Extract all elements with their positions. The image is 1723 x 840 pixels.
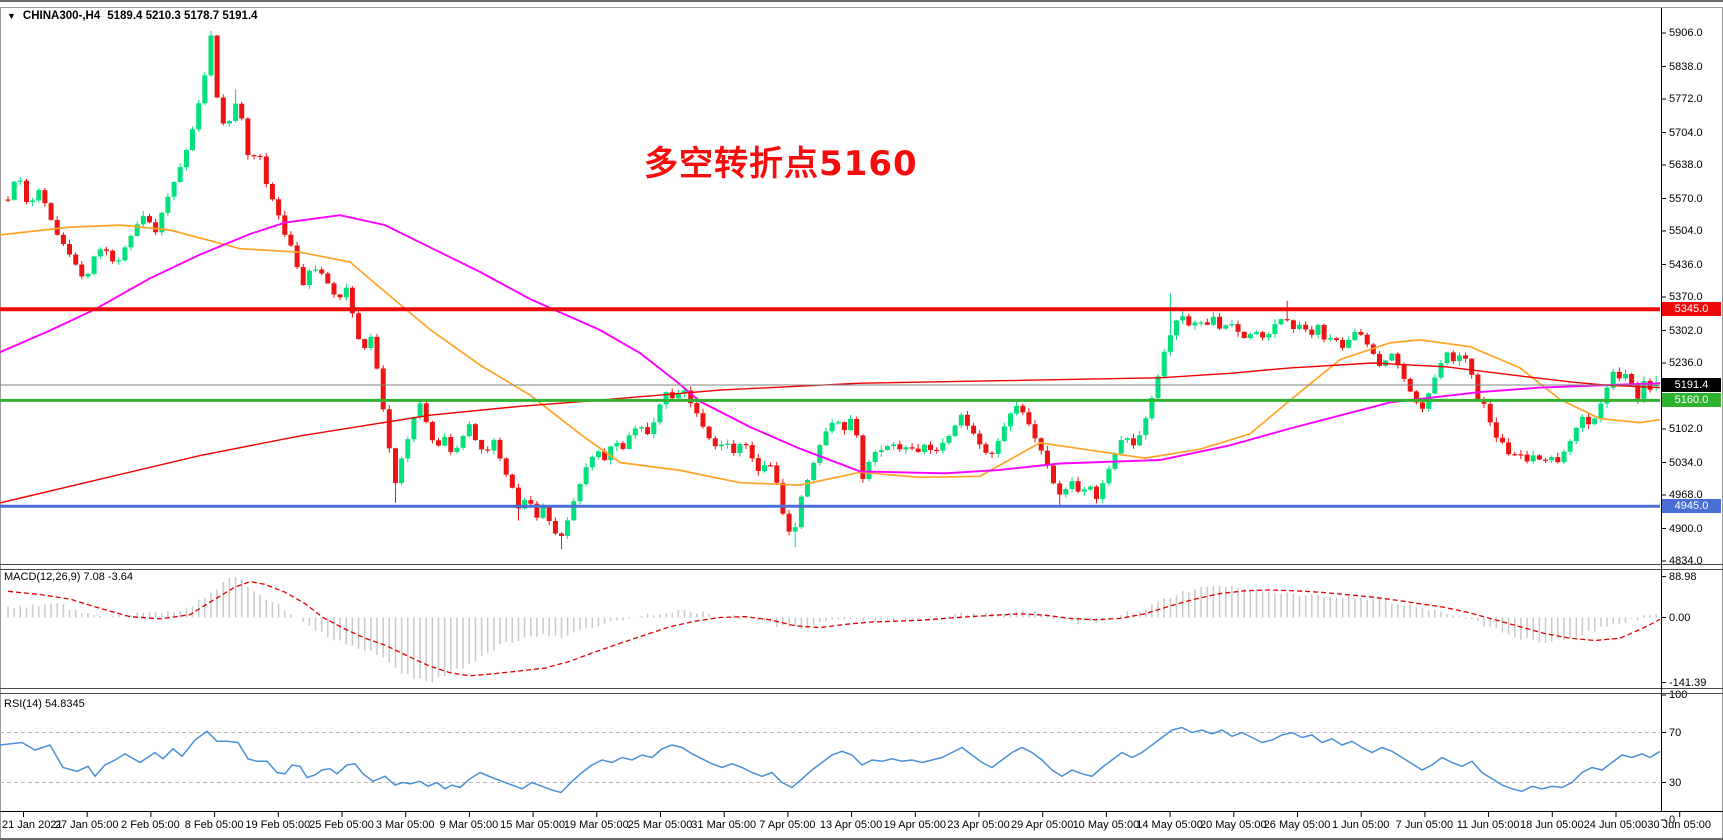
rsi-tick-label: 100 <box>1669 689 1688 701</box>
window-top-border <box>0 0 1723 2</box>
time-tick-label: 1 Jun 05:00 <box>1331 819 1390 831</box>
rsi-tick-label: 0 <box>1669 814 1676 826</box>
price-axis-line <box>1661 8 1662 812</box>
macd-panel-area[interactable] <box>0 570 1660 688</box>
price-badge-5160.0: 5160.0 <box>1662 393 1721 408</box>
time-tick-label: 19 Feb 05:00 <box>245 819 311 831</box>
ma-mid-magenta-line <box>0 214 1660 475</box>
price-tick-label: 4900.0 <box>1669 522 1703 535</box>
symbol-dropdown-icon[interactable]: ▼ <box>7 11 16 21</box>
time-tick-label: 23 Apr 05:00 <box>947 819 1010 831</box>
price-badge-5345.0: 5345.0 <box>1662 302 1721 317</box>
time-tick-label: 11 Jun 05:00 <box>1456 819 1520 831</box>
time-tick-label: 21 Jan 2021 <box>2 819 63 831</box>
macd-signal-line <box>7 580 1660 677</box>
time-tick-label: 26 May 05:00 <box>1263 819 1331 831</box>
price-tick-label: 5236.0 <box>1669 357 1703 369</box>
time-tick-label: 24 Jun 05:00 <box>1583 819 1648 831</box>
time-tick-label: 20 May 05:00 <box>1199 819 1267 831</box>
rsi-tick-label: 30 <box>1669 776 1682 789</box>
price-tick-label: 5772.0 <box>1669 93 1703 105</box>
price-tick-label: 5906.0 <box>1669 27 1703 39</box>
macd-tick-label: 0.00 <box>1669 611 1691 624</box>
price-tick-label: 5436.0 <box>1669 258 1703 271</box>
price-tick-label: 5638.0 <box>1669 159 1703 171</box>
rsi-indicator-label: RSI(14) 54.8345 <box>4 698 85 710</box>
price-badge-4945.0: 4945.0 <box>1662 499 1721 514</box>
time-tick-label: 15 Mar 05:00 <box>500 819 566 831</box>
time-tick-label: 25 Mar 05:00 <box>627 819 693 831</box>
time-tick-label: 19 Apr 05:00 <box>883 819 946 831</box>
price-badge-5191.4: 5191.4 <box>1662 378 1721 392</box>
time-tick-label: 10 May 05:00 <box>1072 819 1140 831</box>
chart-annotation-text[interactable]: 多空转折点5160 <box>644 144 918 184</box>
price-tick-label: 5838.0 <box>1669 60 1703 73</box>
macd-tick-label: -141.39 <box>1669 676 1707 689</box>
rsi-tick-label: 70 <box>1669 726 1682 739</box>
time-tick-label: 29 Apr 05:00 <box>1010 819 1074 831</box>
time-tick-label: 3 Mar 05:00 <box>375 819 435 831</box>
chart-header: ▼ CHINA300-,H4 5189.4 5210.3 5178.7 5191… <box>7 10 258 22</box>
price-tick-label: 5370.0 <box>1669 291 1703 303</box>
main-chart-area[interactable] <box>0 8 1660 564</box>
time-tick-label: 7 Apr 05:00 <box>759 819 816 831</box>
ohlc-values: 5189.4 5210.3 5178.7 5191.4 <box>107 10 258 22</box>
time-tick-label: 2 Feb 05:00 <box>121 819 180 831</box>
ma-slow-red-line <box>0 362 1660 504</box>
time-tick-label: 14 May 05:00 <box>1136 819 1203 831</box>
macd-indicator-label: MACD(12,26,9) 7.08 -3.64 <box>4 571 134 583</box>
price-tick-label: 5302.0 <box>1669 324 1703 337</box>
price-tick-label: 5504.0 <box>1669 225 1703 237</box>
macd-histogram <box>7 577 1660 683</box>
price-tick-label: 5102.0 <box>1669 423 1703 435</box>
time-tick-label: 7 Jun 05:00 <box>1395 819 1454 831</box>
rsi-line <box>0 726 1660 794</box>
rsi-panel-area[interactable] <box>0 694 1660 810</box>
time-tick-label: 19 Mar 05:00 <box>563 819 629 831</box>
price-tick-label: 5570.0 <box>1669 192 1703 205</box>
price-tick-label: 4968.0 <box>1669 489 1703 501</box>
ma-fast-orange-line <box>0 224 1660 486</box>
symbol-timeframe-label: CHINA300-,H4 <box>22 10 101 22</box>
macd-tick-label: 88.98 <box>1669 570 1697 583</box>
time-tick-label: 13 Apr 05:00 <box>819 819 883 831</box>
time-tick-label: 27 Jan 05:00 <box>54 819 119 831</box>
time-tick-label: 9 Mar 05:00 <box>439 819 499 831</box>
price-tick-label: 5704.0 <box>1669 126 1703 139</box>
time-tick-label: 8 Feb 05:00 <box>184 819 244 831</box>
time-tick-label: 31 Mar 05:00 <box>691 819 757 831</box>
price-tick-label: 5034.0 <box>1669 456 1703 469</box>
time-tick-label: 18 Jun 05:00 <box>1519 819 1584 831</box>
time-tick-label: 25 Feb 05:00 <box>309 819 374 831</box>
time-tick-label: 30 Jun 05:00 <box>1647 819 1711 831</box>
